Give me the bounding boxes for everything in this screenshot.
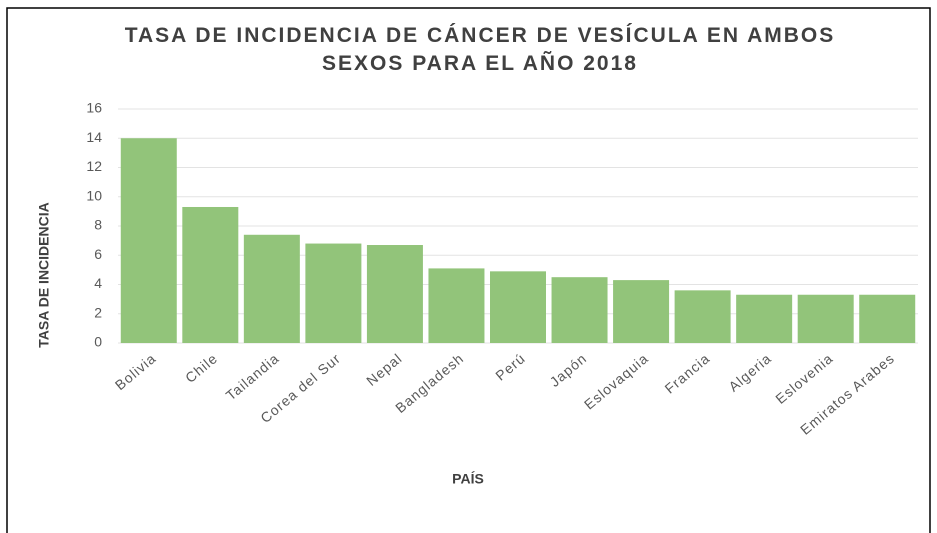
x-tick-label: Chile [182, 350, 221, 386]
frame [6, 7, 931, 533]
bar [366, 245, 423, 343]
bar [305, 243, 362, 343]
x-tick-label: Nepal [363, 350, 405, 389]
y-tick-label: 8 [94, 217, 102, 233]
bar [859, 294, 916, 343]
y-tick-label: 2 [94, 304, 102, 320]
x-tick-label: Bangladesh [392, 350, 467, 416]
y-tick-label: 0 [94, 334, 102, 350]
bar [736, 294, 793, 343]
x-tick-label: Tailandia [223, 350, 283, 404]
bar [551, 277, 608, 343]
bar [674, 290, 731, 343]
y-axis-label: TASA DE INCIDENCIA [36, 202, 52, 347]
bar [243, 234, 300, 343]
y-tick-label: 14 [86, 129, 102, 145]
x-tick-label: Francia [662, 350, 713, 397]
x-tick-label: Bolivia [112, 350, 159, 393]
bar [120, 138, 177, 343]
y-tick-label: 16 [86, 100, 102, 116]
x-tick-label: Perú [492, 350, 528, 384]
x-tick-label: Japón [547, 350, 590, 390]
bar [797, 294, 854, 343]
bar [428, 268, 485, 343]
bar [182, 206, 239, 343]
y-tick-label: 4 [94, 275, 102, 291]
x-tick-label: Algeria [725, 350, 774, 395]
bar [613, 280, 670, 343]
chart-title: TASA DE INCIDENCIA DE CÁNCER DE VESÍCULA… [124, 24, 836, 75]
y-tick-label: 12 [86, 158, 102, 174]
x-tick-label: Eslovaquia [581, 350, 651, 413]
x-tick-label: Eslovenia [772, 350, 836, 407]
y-tick-label: 10 [86, 187, 102, 203]
y-tick-label: 6 [94, 246, 102, 262]
bar [490, 271, 546, 343]
x-axis-label: PAÍS [452, 471, 484, 487]
